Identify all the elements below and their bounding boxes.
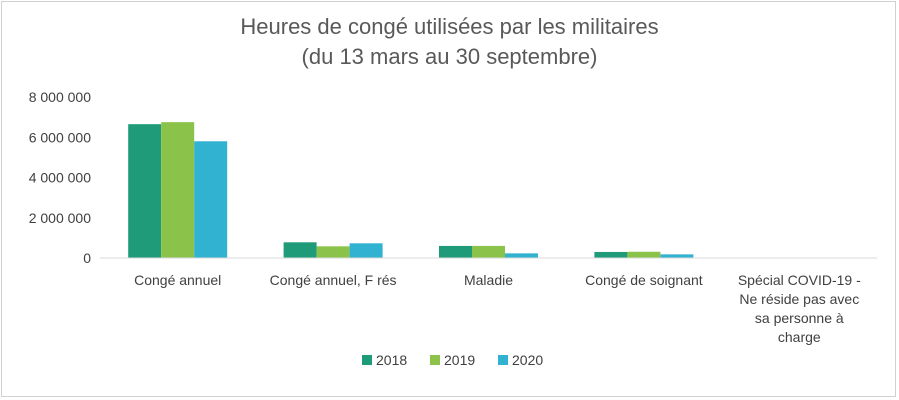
y-tick-label: 6 000 000	[29, 129, 91, 145]
x-tick-label: charge	[778, 329, 821, 345]
bars	[128, 122, 694, 258]
legend-swatch-2018	[362, 355, 372, 365]
y-tick-label: 0	[83, 250, 91, 266]
legend-swatch-2020	[498, 355, 508, 365]
y-axis: 0 2 000 000 4 000 000 6 000 000 8 000 000	[29, 89, 92, 266]
x-tick-label: sa personne à	[755, 310, 844, 326]
y-tick-label: 4 000 000	[29, 170, 91, 186]
legend-label-2018: 2018	[376, 352, 407, 368]
chart-title-line1: Heures de congé utilisées par les milita…	[240, 14, 659, 39]
bar-2019-0	[161, 122, 195, 258]
bar-2020-1	[349, 243, 383, 258]
bar-2018-0	[128, 124, 162, 258]
x-tick-label: Maladie	[464, 272, 513, 288]
x-axis: Congé annuel Congé annuel, F rés Maladie Co…	[134, 272, 861, 345]
x-tick-label: Congé annuel	[134, 272, 221, 288]
legend: 2018 2019 2020	[362, 352, 543, 368]
chart-title: Heures de congé utilisées par les milita…	[0, 12, 899, 72]
legend-swatch-2019	[430, 355, 440, 365]
x-tick-label: Ne réside pas avec	[739, 291, 859, 307]
x-tick-label: Spécial COVID-19 -	[738, 272, 861, 288]
bar-2020-3	[660, 254, 694, 258]
y-tick-label: 2 000 000	[29, 210, 91, 226]
bar-2020-0	[194, 141, 228, 258]
bar-2019-3	[627, 251, 661, 258]
x-tick-label: Congé de soignant	[585, 272, 703, 288]
bar-2019-2	[472, 245, 505, 258]
chart-title-line2: (du 13 mars au 30 septembre)	[301, 44, 598, 69]
y-tick-label: 8 000 000	[29, 89, 91, 105]
legend-label-2020: 2020	[512, 352, 543, 368]
bar-2018-2	[439, 245, 472, 258]
x-tick-label: Congé annuel, F rés	[270, 272, 397, 288]
bar-2018-1	[283, 242, 317, 258]
legend-label-2019: 2019	[444, 352, 475, 368]
bar-2019-1	[316, 246, 350, 258]
bar-2018-3	[594, 251, 628, 258]
bar-2020-2	[505, 253, 538, 258]
